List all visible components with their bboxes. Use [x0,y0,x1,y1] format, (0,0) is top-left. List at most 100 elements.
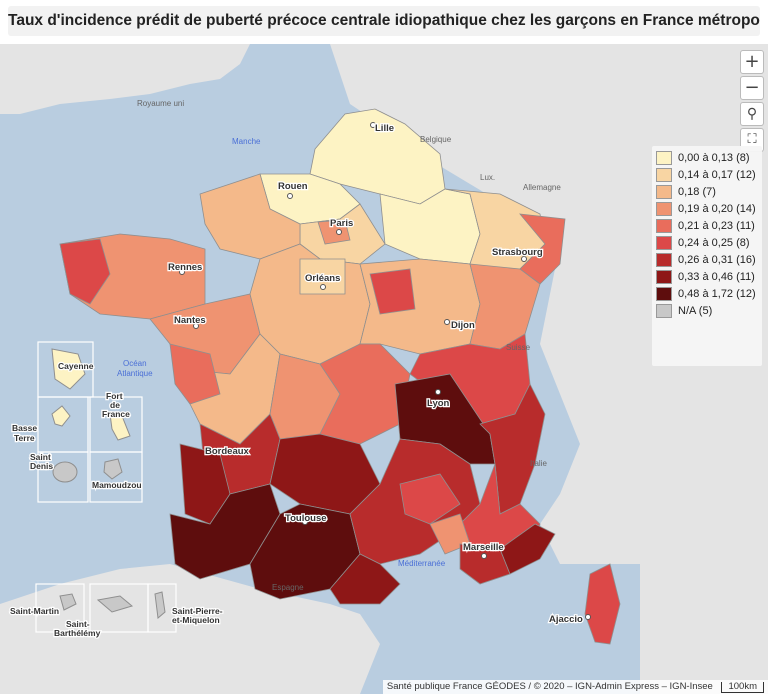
legend-swatch [656,185,672,199]
legend-label: 0,19 à 0,20 (14) [678,203,756,215]
dept-franche-comte [469,263,541,350]
legend-item[interactable]: 0,00 à 0,13 (8) [656,150,750,166]
legend-swatch [656,287,672,301]
search-icon[interactable]: ⚲ [740,102,764,126]
dept-alps [479,383,546,515]
city-markers [179,122,591,620]
city-strasbourg: Strasbourg [492,247,543,258]
france-departments[interactable] [59,108,621,645]
reunion-shape [52,461,78,483]
label-fort-2: de [110,400,120,410]
map-canvas[interactable]: Royaume uni Belgique Lux. Allemagne Suis… [0,44,768,694]
legend-label: 0,00 à 0,13 (8) [678,152,750,164]
legend-item[interactable]: 0,33 à 0,46 (11) [656,269,755,285]
legend-item[interactable]: N/A (5) [656,303,712,319]
label-atlantique: Atlantique [117,369,153,378]
label-espagne: Espagne [272,583,304,592]
dept-pyrenees [329,553,401,605]
legend-swatch [656,304,672,318]
uk-land [0,44,250,114]
legend-label: 0,14 à 0,17 (12) [678,169,756,181]
legend-item[interactable]: 0,26 à 0,31 (16) [656,252,756,268]
label-saint-barth-2: Barthélémy [54,628,101,638]
legend-item[interactable]: 0,14 à 0,17 (12) [656,167,756,183]
marker-rouen [287,193,293,199]
city-dijon: Dijon [451,320,475,331]
label-mamoudzou: Mamoudzou [92,480,142,490]
background-labels: Royaume uni Belgique Lux. Allemagne Suis… [137,99,561,592]
marker-lyon [435,389,441,395]
label-mediterranee: Méditerranée [398,559,446,568]
city-paris: Paris [330,218,353,229]
city-nantes: Nantes [174,315,206,326]
legend-label: 0,33 à 0,46 (11) [678,271,755,283]
saint-martin-shape [59,593,77,611]
dept-loiret [299,258,346,295]
label-fort-3: France [102,409,130,419]
legend-item[interactable]: 0,19 à 0,20 (14) [656,201,756,217]
city-rennes: Rennes [168,262,202,273]
label-spm-1: Saint-Pierre- [172,606,223,616]
mayotte-shape [103,458,123,480]
legend-label: 0,24 à 0,25 (8) [678,237,750,249]
legend-item[interactable]: 0,21 à 0,23 (11) [656,218,755,234]
label-royaume-uni: Royaume uni [137,99,184,108]
legend-label: 0,26 à 0,31 (16) [678,254,756,266]
marker-rennes [179,269,185,275]
marker-paris [336,229,342,235]
marker-marseille [481,553,487,559]
legend-label: 0,18 (7) [678,186,716,198]
label-saint-denis-1: Saint [30,452,51,462]
marker-lille [370,122,376,128]
attribution-bar: Santé publique France GÉODES / © 2020 – … [382,680,768,694]
label-basse-2: Terre [14,433,35,443]
marker-toulouse [302,519,308,525]
dept-vendee [169,343,221,405]
label-belgique: Belgique [420,135,452,144]
label-saint-martin: Saint-Martin [10,606,59,616]
legend-item[interactable]: 0,48 à 1,72 (12) [656,286,756,302]
label-saint-barth-1: Saint- [66,619,90,629]
dept-paris-core [317,219,351,245]
label-saint-denis-2: Denis [30,461,53,471]
dept-gard [399,473,461,525]
dept-champagne [379,188,481,265]
city-labels: Lille Rouen Paris Strasbourg Rennes Orlé… [167,122,584,627]
attribution-text: Santé publique France GÉODES / © 2020 – … [386,681,713,692]
dept-finistere [59,238,111,305]
legend-swatch [656,270,672,284]
marker-nantes [193,323,199,329]
label-cayenne: Cayenne [58,361,94,371]
marker-ajaccio [585,614,591,620]
martinique-shape [109,413,131,441]
city-ajaccio: Ajaccio [549,614,583,625]
city-toulouse: Toulouse [285,513,327,524]
label-spm-2: et-Miquelon [172,615,220,625]
marker-dijon [444,319,450,325]
map-legend: 0,00 à 0,13 (8) 0,14 à 0,17 (12) 0,18 (7… [652,146,762,366]
dept-corsica [584,563,621,645]
label-manche: Manche [232,137,261,146]
legend-swatch [656,236,672,250]
marker-strasbourg [521,256,527,262]
saint-barth-shape [96,595,134,613]
legend-swatch [656,168,672,182]
guadeloupe-shape [51,405,71,427]
marker-bordeaux [216,449,222,455]
overseas-labels: Cayenne Fort de France Basse Terre Saint… [9,360,224,640]
label-basse-1: Basse [12,423,37,433]
legend-item[interactable]: 0,24 à 0,25 (8) [656,235,750,251]
legend-label: 0,48 à 1,72 (12) [678,288,756,300]
legend-swatch [656,151,672,165]
label-italie: Italie [530,459,547,468]
dept-var-am [499,523,556,575]
city-orleans: Orléans [305,273,340,284]
zoom-in-button[interactable]: + [740,50,764,74]
label-lux: Lux. [480,173,495,182]
legend-item[interactable]: 0,18 (7) [656,184,716,200]
legend-swatch [656,219,672,233]
map-title: Taux d'incidence prédit de puberté préco… [8,6,760,36]
city-bordeaux: Bordeaux [205,446,250,457]
scale-bar: 100km [721,682,764,693]
zoom-out-button[interactable]: − [740,76,764,100]
